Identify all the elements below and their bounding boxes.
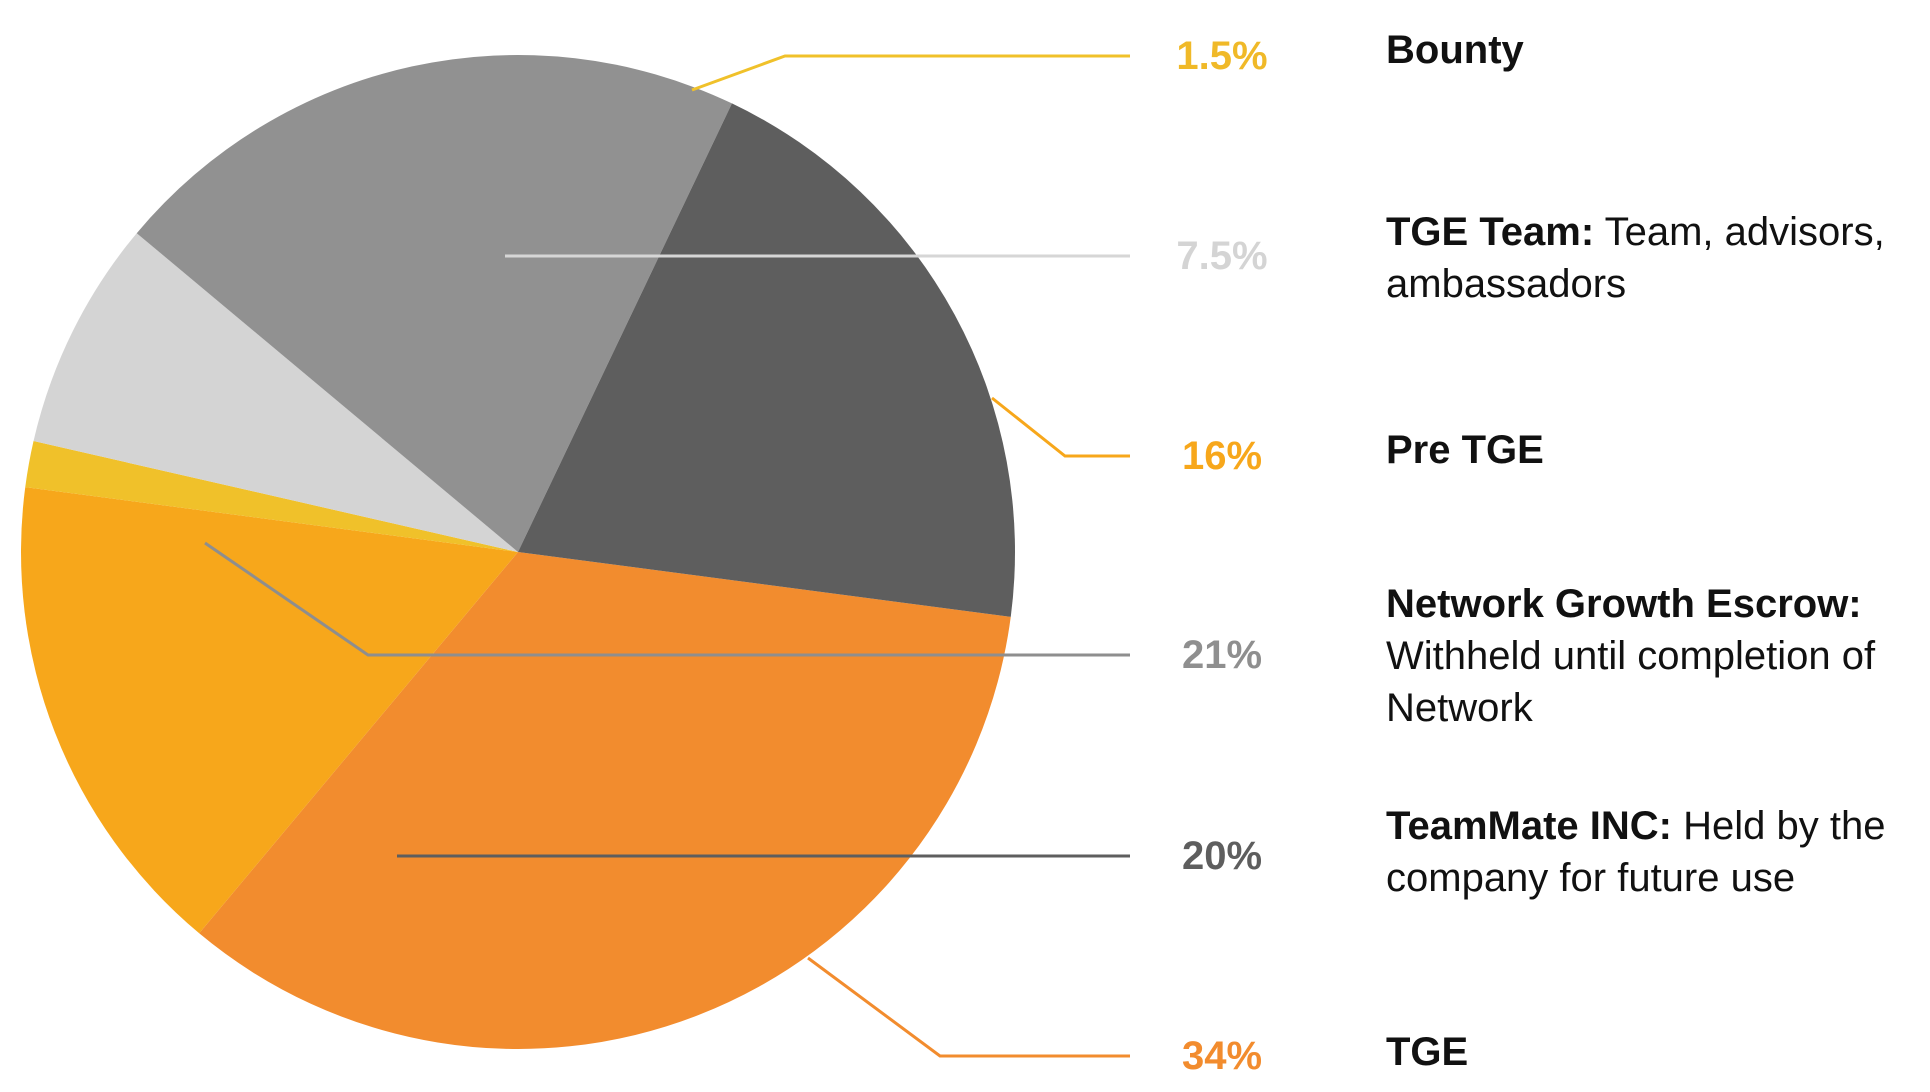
pie-slices: [20, 55, 1016, 1049]
percentage-labels: 34% 16% 1.5% 7.5% 21% 20%: [1176, 34, 1267, 1078]
legend-name-bounty: Bounty: [1386, 28, 1524, 72]
pie-slice-pre: [20, 487, 519, 934]
pie-slice-team: [33, 233, 518, 552]
legend-name-teammate-inc: TeamMate INC:: [1386, 804, 1672, 848]
leader-lines: [204, 54, 1130, 1058]
leader-line-escrow: [204, 541, 1130, 657]
legend-name-tge-team: TGE Team:: [1386, 210, 1595, 254]
pct-label-pre: 16%: [1182, 434, 1262, 478]
pct-label-tge: 34%: [1182, 1034, 1262, 1078]
legend-name-pre-tge: Pre TGE: [1386, 428, 1544, 472]
legend-name-network-growth-escrow: Network Growth Escrow:: [1386, 582, 1862, 626]
legend-entry-network-growth-escrow: Network Growth Escrow: Withheld until co…: [1386, 578, 1926, 734]
pct-label-bounty: 1.5%: [1176, 34, 1267, 78]
pct-label-team: 7.5%: [1176, 234, 1267, 278]
legend-entry-pre-tge: Pre TGE: [1386, 424, 1926, 476]
pct-label-escrow: 21%: [1182, 633, 1262, 677]
legend-entry-tge: TGE: [1386, 1026, 1926, 1078]
legend-desc-tge-team: Team, advisors, ambassadors: [1386, 210, 1885, 306]
legend-name-tge: TGE: [1386, 1030, 1469, 1074]
pct-label-inc: 20%: [1182, 834, 1262, 878]
pie-slice-escrow: [136, 55, 732, 553]
legend-desc-network-growth-escrow: Withheld until completion of Network: [1386, 634, 1876, 730]
leader-line-tge: [807, 956, 1130, 1058]
legend-entry-bounty: Bounty: [1386, 24, 1926, 76]
leader-line-bounty: [691, 54, 1130, 92]
leader-line-pre: [991, 396, 1130, 458]
legend-entry-teammate-inc: TeamMate INC: Held by the company for fu…: [1386, 800, 1926, 904]
pie-slice-inc: [518, 103, 1016, 617]
legend-desc-teammate-inc: Held by the company for future use: [1386, 804, 1886, 900]
pie-slice-bounty: [25, 441, 518, 552]
pie-slice-tge: [199, 552, 1011, 1049]
legend-entry-tge-team: TGE Team: Team, advisors, ambassadors: [1386, 206, 1926, 310]
